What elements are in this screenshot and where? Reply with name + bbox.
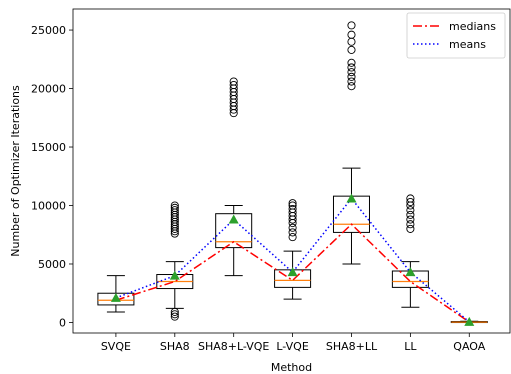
legend-label-medians: medians [449,20,496,33]
outlier-point [288,201,297,210]
outlier-point [347,63,356,72]
outlier-point [347,72,356,81]
plot-frame [72,8,511,334]
y-tick-label: 15000 [31,141,66,154]
x-axis-label: Method [271,361,312,374]
y-tick-label: 0 [59,316,66,329]
outlier-point [347,21,356,30]
outlier-point [347,68,356,77]
plot-area [97,21,488,326]
outlier-point [288,199,297,208]
outlier-point [406,206,415,215]
outlier-point [347,45,356,54]
outlier-point [406,215,415,224]
outlier-point [170,312,179,321]
mean-marker [464,316,475,326]
outlier-point [406,224,415,233]
outlier-point [170,310,179,319]
x-tick-label: SHA8+LL [326,340,378,353]
outlier-point [406,194,415,203]
outlier-point [406,220,415,229]
outlier-point [170,307,179,316]
outlier-point [406,210,415,219]
outlier-point [288,228,297,237]
outlier-point [347,58,356,67]
mean-marker [287,267,298,277]
mean-marker [228,214,239,224]
mean-marker [110,292,121,302]
outlier-point [347,30,356,39]
outlier-point [229,80,238,90]
box-body [215,213,253,249]
mean-marker [346,193,357,203]
outlier-point [288,233,297,242]
y-tick-label: 10000 [31,200,66,213]
legend-box [406,12,506,59]
y-tick-label: 5000 [38,258,66,271]
mean-marker [169,270,180,280]
outlier-point [347,77,356,86]
outlier-point [406,197,415,207]
y-tick-label: 20000 [31,83,66,96]
outlier-point [288,204,297,214]
x-tick-label: SHA8 [160,340,190,353]
y-axis-label: Number of Optimizer Iterations [9,85,22,257]
outlier-point [170,203,179,212]
legend-label-means: means [449,38,486,51]
x-tick-label: LL [404,340,417,353]
x-tick-label: L-VQE [276,340,308,353]
outlier-point [229,77,238,86]
mean-marker [405,267,416,277]
outlier-point [288,223,297,232]
x-tick-label: SVQE [101,340,131,353]
x-tick-label: SHA8+L-VQE [198,340,269,353]
legend: medians means [406,12,506,59]
outlier-point [170,206,179,215]
outlier-point [347,82,356,91]
outlier-point [170,201,179,210]
x-tick-label: QAOA [453,340,485,353]
y-tick-label: 25000 [31,24,66,37]
